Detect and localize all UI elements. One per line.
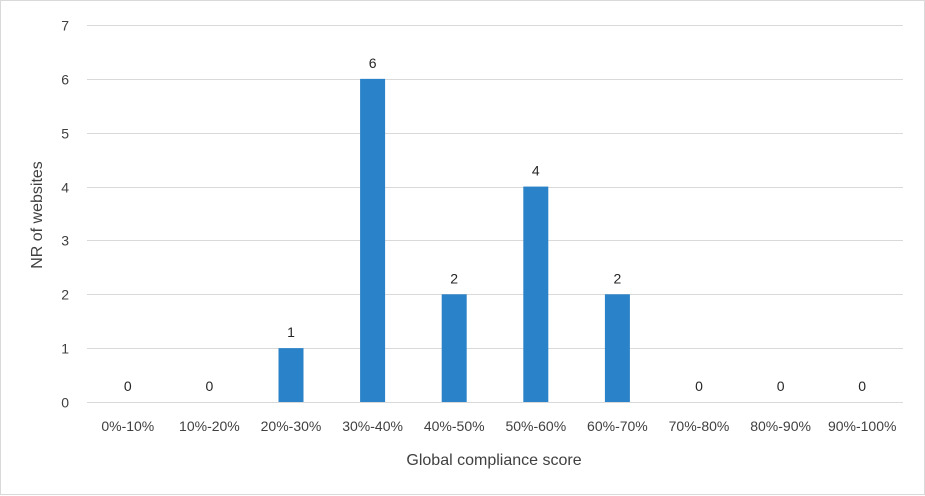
y-tick-label: 2 (61, 287, 69, 303)
data-label: 0 (777, 378, 785, 394)
x-tick-label: 20%-30% (261, 418, 322, 434)
data-label: 0 (206, 378, 214, 394)
y-tick-label: 4 (61, 180, 69, 196)
bar-60%-70% (604, 294, 630, 402)
x-tick-label: 0%-10% (101, 418, 154, 434)
data-label: 2 (614, 270, 622, 286)
bar-40%-50% (441, 294, 467, 402)
y-axis-title: NR of websites (29, 161, 46, 269)
data-label: 0 (858, 378, 866, 394)
data-label: 1 (287, 324, 295, 340)
x-tick-label: 10%-20% (179, 418, 240, 434)
data-label: 0 (695, 378, 703, 394)
x-tick-label: 60%-70% (587, 418, 648, 434)
data-label: 2 (450, 270, 458, 286)
x-tick-label: 90%-100% (828, 418, 897, 434)
bar-50%-60% (523, 186, 549, 402)
y-tick-label: 0 (61, 395, 69, 411)
x-tick-label: 50%-60% (505, 418, 566, 434)
data-label: 0 (124, 378, 132, 394)
x-axis-title: Global compliance score (406, 452, 581, 469)
y-tick-label: 1 (61, 341, 69, 357)
bar-30%-40% (360, 78, 386, 402)
y-tick-label: 3 (61, 233, 69, 249)
y-tick-label: 6 (61, 72, 69, 88)
data-labels: 0 0 1 6 2 4 2 0 0 0 (124, 55, 866, 394)
data-label: 6 (369, 55, 377, 71)
x-axis-ticks: 0%-10% 10%-20% 20%-30% 30%-40% 40%-50% 50%-60… (101, 418, 896, 434)
x-tick-label: 30%-40% (342, 418, 403, 434)
y-axis-ticks: 0 1 2 3 4 5 6 7 (61, 18, 69, 411)
y-tick-label: 5 (61, 126, 69, 142)
bars (278, 78, 630, 402)
x-tick-label: 80%-90% (750, 418, 811, 434)
data-label: 4 (532, 163, 540, 179)
gridlines (87, 25, 903, 403)
x-tick-label: 70%-80% (669, 418, 730, 434)
x-tick-label: 40%-50% (424, 418, 485, 434)
y-tick-label: 7 (61, 18, 69, 34)
bar-20%-30% (278, 348, 304, 402)
